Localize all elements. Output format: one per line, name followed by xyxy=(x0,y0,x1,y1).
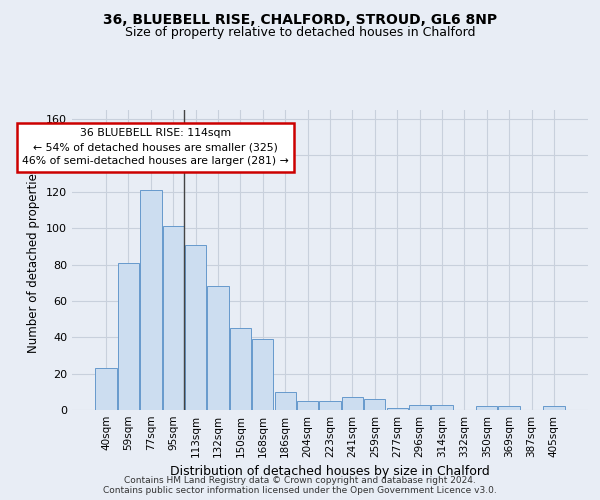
Text: 36 BLUEBELL RISE: 114sqm
← 54% of detached houses are smaller (325)
46% of semi-: 36 BLUEBELL RISE: 114sqm ← 54% of detach… xyxy=(22,128,289,166)
Bar xyxy=(364,399,385,410)
Bar xyxy=(342,398,363,410)
Bar xyxy=(95,368,117,410)
Bar xyxy=(499,406,520,410)
Bar xyxy=(409,404,430,410)
Text: 36, BLUEBELL RISE, CHALFORD, STROUD, GL6 8NP: 36, BLUEBELL RISE, CHALFORD, STROUD, GL6… xyxy=(103,12,497,26)
Bar xyxy=(185,244,206,410)
Bar xyxy=(297,401,318,410)
Bar xyxy=(208,286,229,410)
Bar xyxy=(163,226,184,410)
Bar xyxy=(319,401,341,410)
X-axis label: Distribution of detached houses by size in Chalford: Distribution of detached houses by size … xyxy=(170,466,490,478)
Bar xyxy=(431,404,452,410)
Bar xyxy=(275,392,296,410)
Bar xyxy=(252,339,274,410)
Bar xyxy=(386,408,408,410)
Text: Size of property relative to detached houses in Chalford: Size of property relative to detached ho… xyxy=(125,26,475,39)
Text: Contains HM Land Registry data © Crown copyright and database right 2024.: Contains HM Land Registry data © Crown c… xyxy=(124,476,476,485)
Bar xyxy=(476,406,497,410)
Text: Contains public sector information licensed under the Open Government Licence v3: Contains public sector information licen… xyxy=(103,486,497,495)
Bar xyxy=(118,262,139,410)
Y-axis label: Number of detached properties: Number of detached properties xyxy=(28,167,40,353)
Bar xyxy=(230,328,251,410)
Bar xyxy=(140,190,161,410)
Bar xyxy=(543,406,565,410)
